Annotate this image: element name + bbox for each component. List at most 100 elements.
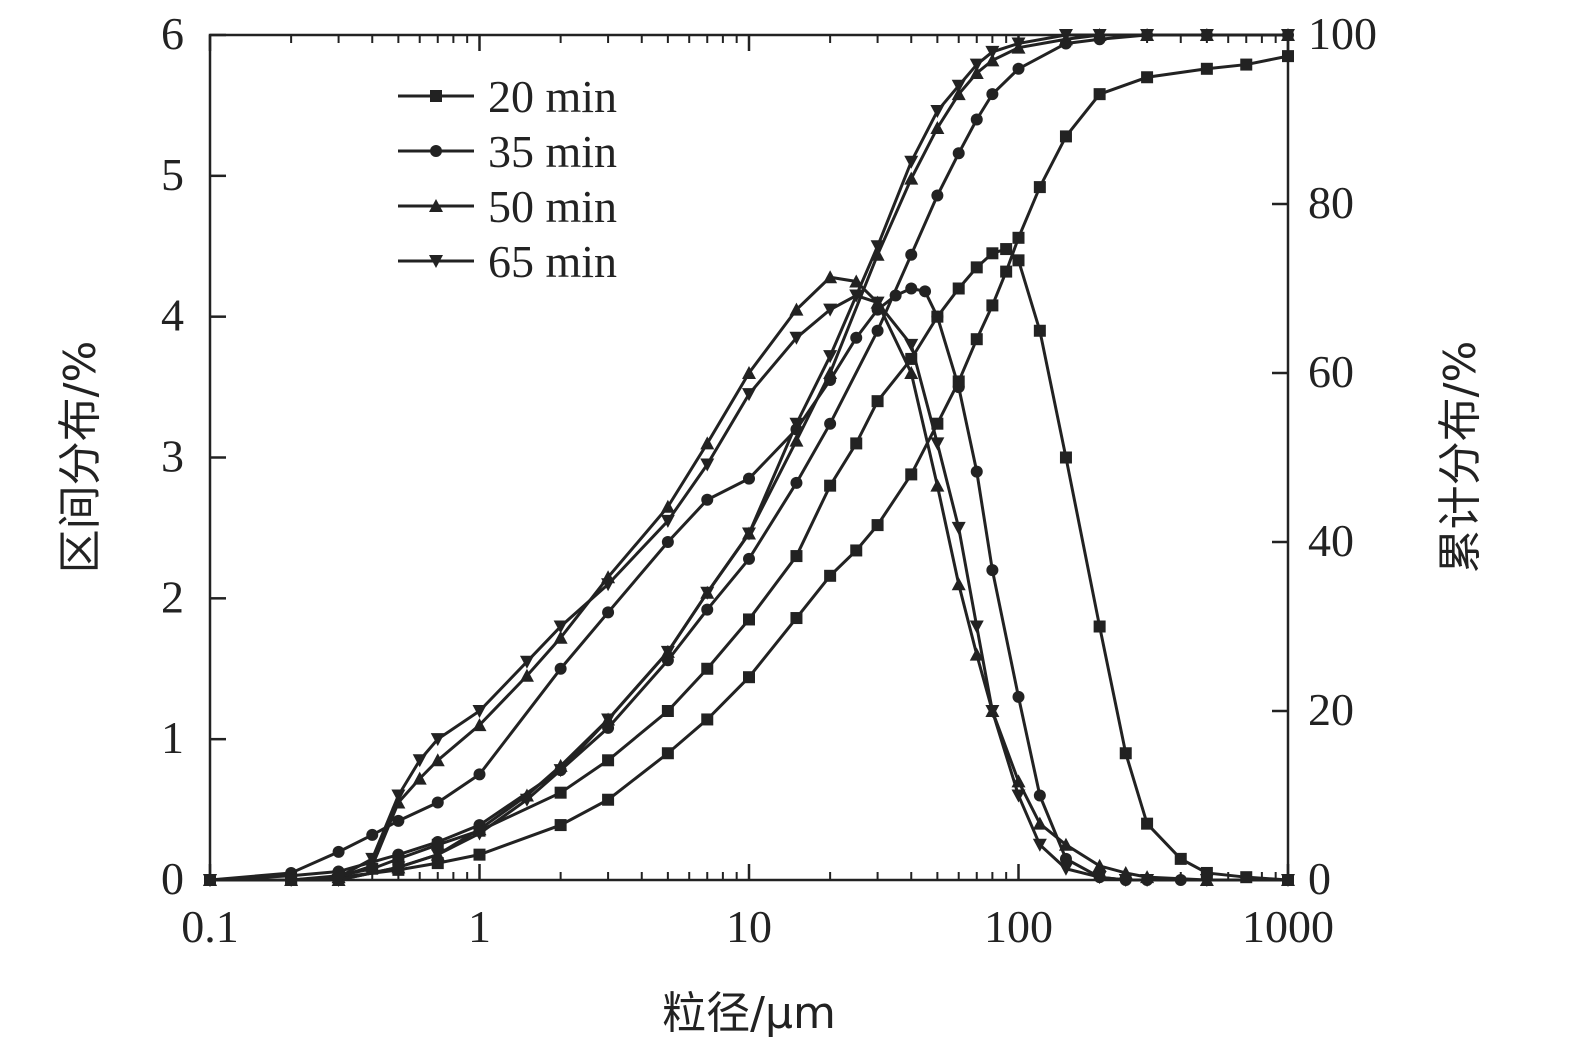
- interval-point-65-min: [553, 620, 568, 634]
- interval-point-50-min: [951, 577, 966, 591]
- interval-point-65-min: [1140, 874, 1155, 887]
- interval-point-50-min: [553, 630, 568, 644]
- interval-point-50-min: [789, 302, 804, 316]
- x-axis-title: 粒径/μm: [662, 988, 836, 1039]
- cumulative-point-20-min: [824, 569, 837, 582]
- interval-point-35-min: [366, 828, 379, 841]
- cumulative-point-20-min: [554, 819, 567, 832]
- interval-point-20-min: [850, 437, 863, 450]
- cumulative-point-65-min: [969, 58, 984, 72]
- cumulative-point-35-min: [970, 113, 983, 126]
- y-right-tick-label: 80: [1308, 177, 1354, 228]
- cumulative-point-65-min: [904, 155, 919, 169]
- cumulative-point-65-min: [391, 861, 406, 875]
- interval-point-20-min: [1119, 747, 1132, 760]
- legend-label-65-min: 65 min: [488, 236, 617, 287]
- interval-point-50-min: [412, 771, 427, 785]
- interval-point-50-min: [1032, 816, 1047, 830]
- y-left-tick-label: 4: [161, 290, 184, 341]
- interval-point-20-min: [1174, 852, 1187, 865]
- cumulative-point-20-min: [790, 612, 803, 625]
- interval-point-35-min: [602, 606, 615, 619]
- interval-point-35-min: [1059, 852, 1072, 865]
- cumulative-point-65-min: [1281, 29, 1295, 42]
- interval-point-20-min: [661, 705, 674, 717]
- interval-point-20-min: [1093, 620, 1106, 633]
- interval-point-20-min: [1033, 324, 1046, 337]
- x-tick-label: 0.1: [181, 901, 239, 952]
- y-left-tick-label: 3: [161, 431, 184, 482]
- cumulative-point-35-min: [952, 147, 965, 160]
- interval-point-35-min: [919, 285, 932, 298]
- interval-point-50-min: [930, 478, 945, 492]
- interval-point-35-min: [701, 493, 714, 506]
- interval-point-35-min: [905, 282, 918, 295]
- cumulative-point-35-min: [701, 603, 714, 616]
- interval-point-65-min: [472, 705, 487, 718]
- y-right-tick-label: 0: [1308, 853, 1331, 904]
- y-right-tick-label: 40: [1308, 515, 1354, 566]
- interval-point-35-min: [661, 536, 674, 548]
- interval-point-50-min: [519, 668, 534, 682]
- legend-marker-65-min: [429, 255, 443, 268]
- legend-label-20-min: 20 min: [488, 71, 617, 122]
- cumulative-point-65-min: [472, 827, 487, 841]
- interval-point-50-min: [660, 499, 675, 513]
- interval-point-65-min: [870, 296, 885, 310]
- y-right-tick-label: 20: [1308, 684, 1354, 735]
- interval-point-35-min: [473, 768, 486, 781]
- cumulative-point-20-min: [1200, 62, 1213, 75]
- cumulative-point-35-min: [824, 417, 837, 430]
- y-left-tick-label: 0: [161, 853, 184, 904]
- interval-point-65-min: [1011, 789, 1026, 803]
- interval-point-50-min: [969, 647, 984, 661]
- cumulative-point-50-min: [951, 87, 966, 101]
- cumulative-point-20-min: [986, 299, 999, 312]
- cumulative-point-65-min: [1058, 29, 1073, 42]
- y-left-axis-title: 区间分布/%: [55, 341, 106, 574]
- interval-point-35-min: [931, 310, 944, 323]
- interval-point-20-min: [1000, 243, 1013, 256]
- y-left-tick-label: 6: [161, 8, 184, 59]
- interval-point-65-min: [412, 754, 427, 768]
- y-right-axis-ticks: 0 20 40 60 80 100: [1272, 8, 1377, 904]
- cumulative-point-35-min: [931, 189, 944, 202]
- interval-point-20-min: [602, 754, 615, 767]
- cumulative-point-50-min: [985, 53, 1000, 67]
- interval-point-65-min: [1058, 862, 1073, 876]
- interval-point-65-min: [969, 620, 984, 634]
- cumulative-point-65-min: [870, 240, 885, 254]
- cumulative-point-65-min: [601, 713, 616, 727]
- cumulative-point-50-min: [789, 433, 804, 447]
- interval-line-20-min: [210, 247, 1289, 882]
- cumulative-point-35-min: [790, 476, 803, 489]
- cumulative-point-20-min: [743, 671, 755, 684]
- interval-point-65-min: [519, 655, 534, 669]
- cumulative-point-65-min: [742, 527, 756, 541]
- interval-point-20-min: [743, 613, 755, 626]
- interval-point-20-min: [1059, 451, 1072, 464]
- interval-point-65-min: [365, 852, 380, 866]
- interval-point-65-min: [1281, 874, 1295, 887]
- y-left-tick-label: 5: [161, 149, 184, 200]
- interval-point-65-min: [391, 789, 406, 803]
- cumulative-point-20-min: [1033, 181, 1046, 194]
- y-left-tick-label: 2: [161, 571, 184, 622]
- cumulative-point-65-min: [951, 79, 966, 93]
- cumulative-point-65-min: [1092, 29, 1107, 42]
- interval-point-35-min: [554, 662, 567, 675]
- x-tick-label: 100: [984, 901, 1053, 952]
- interval-point-20-min: [1012, 254, 1025, 267]
- interval-point-20-min: [701, 662, 714, 675]
- cumulative-point-65-min: [700, 586, 715, 600]
- cumulative-point-20-min: [1059, 130, 1072, 143]
- interval-point-35-min: [1012, 690, 1025, 703]
- cumulative-point-20-min: [1141, 71, 1154, 84]
- cumulative-point-20-min: [1282, 50, 1294, 63]
- interval-point-65-min: [823, 303, 838, 317]
- cumulative-point-50-min: [904, 171, 919, 185]
- interval-point-20-min: [952, 282, 965, 295]
- interval-point-50-min: [823, 270, 838, 284]
